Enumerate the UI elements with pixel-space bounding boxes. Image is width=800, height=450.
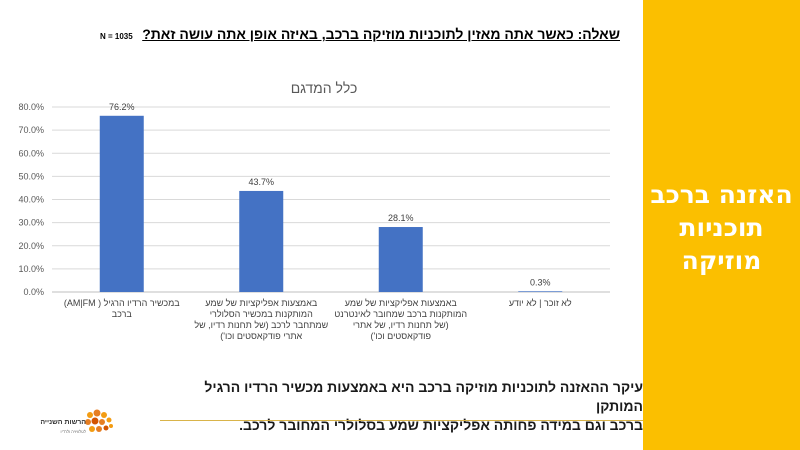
category-label: לא זוכר | לא יודע — [509, 298, 572, 308]
chart-value-labels: 76.2% 43.7% 28.1% 0.3% — [109, 102, 551, 288]
logo-subtext: לטלוויזיה ולרדיו — [60, 429, 86, 434]
bar-value-label: 76.2% — [109, 102, 135, 112]
y-tick-label: 50.0% — [18, 171, 44, 181]
logo: הרשות השנייה לטלוויזיה ולרדיו — [40, 407, 120, 439]
category-label: המותקנות במכשיר הסלולרי — [210, 309, 313, 319]
y-tick-label: 60.0% — [18, 148, 44, 158]
category-label: באמצעות אפליקציות של שמע — [205, 298, 318, 308]
chart-gridlines — [52, 106, 610, 293]
bar — [378, 227, 423, 292]
summary-line: עיקר ההאזנה לתוכניות מוזיקה ברכב היא באמ… — [204, 379, 643, 414]
footer-divider — [160, 420, 643, 421]
logo-text: הרשות השנייה — [40, 419, 86, 426]
bar — [99, 115, 144, 292]
y-tick-label: 40.0% — [18, 195, 44, 205]
bar-chart: 0.0% 10.0% 20.0% 30.0% 40.0% 50.0% 60.0% 70.0% 8… — [18, 80, 610, 341]
summary-line: ברכב וגם במידה פחותה אפליקציות שמע בסלול… — [239, 417, 643, 433]
y-tick-label: 30.0% — [18, 218, 44, 228]
y-tick-label: 10.0% — [18, 264, 44, 274]
category-label: פודקאסטים וכו') — [371, 331, 431, 341]
chart-bars — [99, 115, 563, 292]
y-tick-label: 20.0% — [18, 241, 44, 251]
question-text: שאלה: כאשר אתה מאזין לתוכניות מוזיקה ברכ… — [142, 26, 620, 42]
sample-size-label: N = 1035 — [100, 32, 133, 41]
side-title: האזנה ברכב תוכניות מוזיקה — [643, 178, 800, 277]
bar-value-label: 0.3% — [530, 277, 551, 287]
y-tick-label: 80.0% — [18, 102, 44, 112]
category-label: (של תחנות רדיו, של אתרי — [353, 320, 449, 330]
summary-text: עיקר ההאזנה לתוכניות מוזיקה ברכב היא באמ… — [163, 378, 643, 435]
bar-value-label: 43.7% — [248, 177, 274, 187]
side-title-line: מוזיקה — [681, 246, 762, 275]
chart-y-ticks: 0.0% 10.0% 20.0% 30.0% 40.0% 50.0% 60.0% 70.0% 8… — [18, 102, 44, 297]
category-label: אתרי פודקאסטים וכו') — [220, 331, 302, 341]
category-label: ברכב — [112, 309, 133, 319]
bar — [518, 291, 563, 292]
side-title-line: האזנה ברכב — [650, 180, 793, 209]
category-label: המותקנות ברכב שמחובר לאינטרנט — [334, 309, 467, 319]
category-label: שמתחבר לרכב (של תחנות רדיו, של — [194, 320, 328, 330]
y-tick-label: 0.0% — [23, 287, 44, 297]
bar — [239, 190, 284, 292]
logo-mark-icon — [85, 409, 113, 432]
category-label: באמצעות אפליקציות של שמע — [345, 298, 458, 308]
chart-category-labels: במכשיר הרדיו הרגיל ( AM|FM)ברכב באמצעות א… — [64, 298, 572, 341]
side-title-line: תוכניות — [679, 213, 764, 242]
y-tick-label: 70.0% — [18, 125, 44, 135]
category-label: במכשיר הרדיו הרגיל ( AM|FM) — [64, 298, 180, 308]
chart-title: כלל המדגם — [291, 80, 358, 96]
side-panel: האזנה ברכב תוכניות מוזיקה — [643, 0, 800, 450]
bar-value-label: 28.1% — [388, 213, 414, 223]
